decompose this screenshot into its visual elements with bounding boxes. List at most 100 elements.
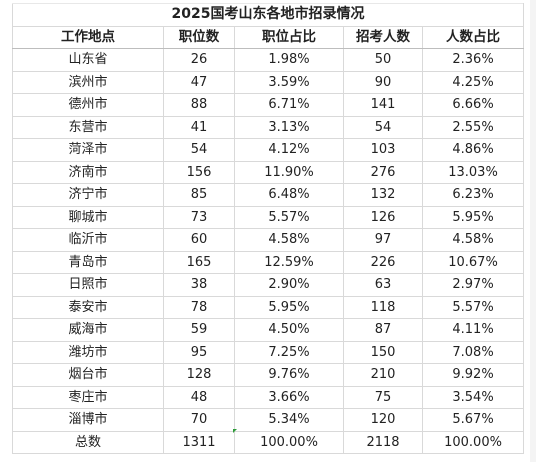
cell-location[interactable]: 山东省 <box>12 48 164 72</box>
cell-recruits[interactable]: 87 <box>343 318 423 342</box>
cell-positions[interactable]: 59 <box>163 318 235 342</box>
cell-location[interactable]: 泰安市 <box>12 295 164 319</box>
cell-recruit-share[interactable]: 5.57% <box>421 295 525 319</box>
cell-recruits[interactable]: 118 <box>343 295 423 319</box>
header-cell-location[interactable]: 工作地点 <box>12 25 164 49</box>
cell-location[interactable]: 德州市 <box>12 93 164 117</box>
total-recruit-share-cell[interactable]: 100.00% <box>421 430 525 454</box>
cell-recruit-share[interactable]: 13.03% <box>421 160 525 184</box>
cell-positions[interactable]: 165 <box>163 250 235 274</box>
cell-recruit-share[interactable]: 4.58% <box>421 228 525 252</box>
cell-positions[interactable]: 128 <box>163 363 235 387</box>
cell-positions[interactable]: 26 <box>163 48 235 72</box>
table-row: 德州市 88 6.71% 141 6.66% <box>12 93 525 117</box>
cell-position-share[interactable]: 9.76% <box>234 363 344 387</box>
cell-recruits[interactable]: 50 <box>343 48 423 72</box>
cell-location[interactable]: 聊城市 <box>12 205 164 229</box>
cell-positions[interactable]: 88 <box>163 93 235 117</box>
cell-recruits[interactable]: 63 <box>343 273 423 297</box>
cell-recruit-share[interactable]: 2.97% <box>421 273 525 297</box>
cell-recruit-share[interactable]: 4.11% <box>421 318 525 342</box>
cell-recruit-share[interactable]: 5.67% <box>421 408 525 432</box>
cell-position-share[interactable]: 12.59% <box>234 250 344 274</box>
cell-location[interactable]: 青岛市 <box>12 250 164 274</box>
cell-location[interactable]: 威海市 <box>12 318 164 342</box>
cell-recruit-share[interactable]: 4.25% <box>421 70 525 94</box>
cell-recruit-share[interactable]: 2.55% <box>421 115 525 139</box>
vertical-scrollbar[interactable] <box>530 0 536 462</box>
cell-recruit-share[interactable]: 5.95% <box>421 205 525 229</box>
table-row: 日照市 38 2.90% 63 2.97% <box>12 273 525 297</box>
header-cell-position-share[interactable]: 职位占比 <box>234 25 344 49</box>
cell-recruits[interactable]: 276 <box>343 160 423 184</box>
cell-recruits[interactable]: 226 <box>343 250 423 274</box>
total-label-cell[interactable]: 总数 <box>12 430 164 454</box>
cell-position-share[interactable]: 11.90% <box>234 160 344 184</box>
cell-positions[interactable]: 60 <box>163 228 235 252</box>
cell-positions[interactable]: 73 <box>163 205 235 229</box>
cell-recruits[interactable]: 210 <box>343 363 423 387</box>
cell-positions[interactable]: 41 <box>163 115 235 139</box>
cell-positions[interactable]: 78 <box>163 295 235 319</box>
cell-position-share[interactable]: 3.66% <box>234 385 344 409</box>
cell-recruit-share[interactable]: 6.23% <box>421 183 525 207</box>
header-cell-recruit-share[interactable]: 人数占比 <box>421 25 525 49</box>
cell-recruit-share[interactable]: 3.54% <box>421 385 525 409</box>
cell-positions[interactable]: 85 <box>163 183 235 207</box>
cell-location[interactable]: 烟台市 <box>12 363 164 387</box>
total-recruits-cell[interactable]: 2118 <box>343 430 423 454</box>
cell-location[interactable]: 潍坊市 <box>12 340 164 364</box>
cell-location[interactable]: 东营市 <box>12 115 164 139</box>
cell-position-share[interactable]: 3.59% <box>234 70 344 94</box>
cell-recruits[interactable]: 97 <box>343 228 423 252</box>
cell-position-share[interactable]: 6.48% <box>234 183 344 207</box>
cell-position-share[interactable]: 2.90% <box>234 273 344 297</box>
cell-recruits[interactable]: 150 <box>343 340 423 364</box>
header-cell-positions[interactable]: 职位数 <box>163 25 235 49</box>
cell-positions[interactable]: 156 <box>163 160 235 184</box>
cell-recruit-share[interactable]: 6.66% <box>421 93 525 117</box>
cell-recruits[interactable]: 120 <box>343 408 423 432</box>
cell-recruits[interactable]: 90 <box>343 70 423 94</box>
cell-position-share[interactable]: 6.71% <box>234 93 344 117</box>
cell-recruits[interactable]: 54 <box>343 115 423 139</box>
cell-positions[interactable]: 70 <box>163 408 235 432</box>
cell-location[interactable]: 济宁市 <box>12 183 164 207</box>
cell-location[interactable]: 枣庄市 <box>12 385 164 409</box>
cell-recruits[interactable]: 141 <box>343 93 423 117</box>
cell-positions[interactable]: 47 <box>163 70 235 94</box>
cell-position-share[interactable]: 7.25% <box>234 340 344 364</box>
cell-location[interactable]: 济南市 <box>12 160 164 184</box>
cell-position-share[interactable]: 4.12% <box>234 138 344 162</box>
cell-recruits[interactable]: 132 <box>343 183 423 207</box>
cell-recruit-share[interactable]: 4.86% <box>421 138 525 162</box>
total-position-share-cell[interactable]: 100.00% <box>234 430 344 454</box>
cell-position-share[interactable]: 1.98% <box>234 48 344 72</box>
cell-location[interactable]: 滨州市 <box>12 70 164 94</box>
formula-indicator-icon <box>233 429 237 433</box>
cell-position-share[interactable]: 3.13% <box>234 115 344 139</box>
cell-recruits[interactable]: 75 <box>343 385 423 409</box>
cell-recruits[interactable]: 126 <box>343 205 423 229</box>
cell-location[interactable]: 淄博市 <box>12 408 164 432</box>
cell-position-share[interactable]: 5.95% <box>234 295 344 319</box>
cell-positions[interactable]: 54 <box>163 138 235 162</box>
cell-recruit-share[interactable]: 7.08% <box>421 340 525 364</box>
cell-positions[interactable]: 95 <box>163 340 235 364</box>
cell-position-share[interactable]: 4.50% <box>234 318 344 342</box>
table-title[interactable]: 2025国考山东各地市招录情况 <box>11 3 525 27</box>
cell-location[interactable]: 临沂市 <box>12 228 164 252</box>
cell-location[interactable]: 日照市 <box>12 273 164 297</box>
cell-positions[interactable]: 48 <box>163 385 235 409</box>
cell-position-share[interactable]: 5.34% <box>234 408 344 432</box>
cell-position-share[interactable]: 5.57% <box>234 205 344 229</box>
cell-recruit-share[interactable]: 2.36% <box>421 48 525 72</box>
cell-recruit-share[interactable]: 10.67% <box>421 250 525 274</box>
header-cell-recruits[interactable]: 招考人数 <box>343 25 423 49</box>
total-positions-cell[interactable]: 1311 <box>163 430 235 454</box>
cell-positions[interactable]: 38 <box>163 273 235 297</box>
cell-position-share[interactable]: 4.58% <box>234 228 344 252</box>
cell-recruit-share[interactable]: 9.92% <box>421 363 525 387</box>
cell-location[interactable]: 菏泽市 <box>12 138 164 162</box>
cell-recruits[interactable]: 103 <box>343 138 423 162</box>
